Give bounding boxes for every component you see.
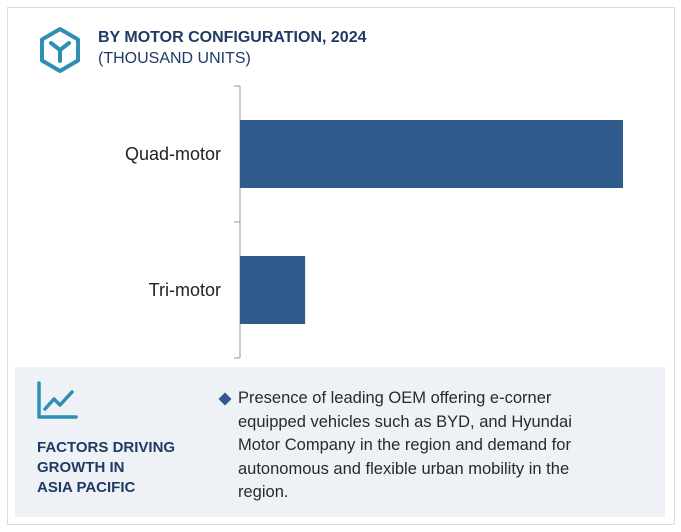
factor-bullet-text: Presence of leading OEM offering e-corne… (238, 387, 648, 505)
bullet-line: Presence of leading OEM offering e-corne… (238, 389, 552, 407)
bar-chart: Quad-motor Tri-motor (125, 85, 623, 359)
bullet-line: equipped vehicles such as BYD, and Hyund… (238, 412, 572, 431)
chart-title: BY MOTOR CONFIGURATION, 2024 (98, 29, 367, 46)
hexagon-y-logo-icon (40, 27, 80, 73)
bullet-line: autonomous and flexible urban mobility i… (238, 459, 570, 478)
factors-heading: FACTORS DRIVING GROWTH IN ASIA PACIFIC (37, 438, 207, 498)
factors-heading-line: FACTORS DRIVING (37, 439, 176, 456)
bullet-line: Motor Company in the region and demand f… (238, 436, 571, 454)
factors-heading-line: ASIA PACIFIC (37, 479, 136, 496)
bullet-line: region. (238, 483, 289, 501)
factors-heading-line: GROWTH IN (37, 459, 125, 476)
category-label: Quad-motor (125, 144, 221, 164)
category-label: Tri-motor (149, 280, 221, 300)
bar-tri-motor (240, 256, 306, 324)
trend-line-icon (37, 381, 78, 419)
chart-subtitle: (THOUSAND UNITS) (98, 50, 251, 67)
bar-quad-motor (240, 120, 623, 188)
factors-panel (15, 367, 665, 517)
diamond-bullet-icon (218, 392, 232, 406)
